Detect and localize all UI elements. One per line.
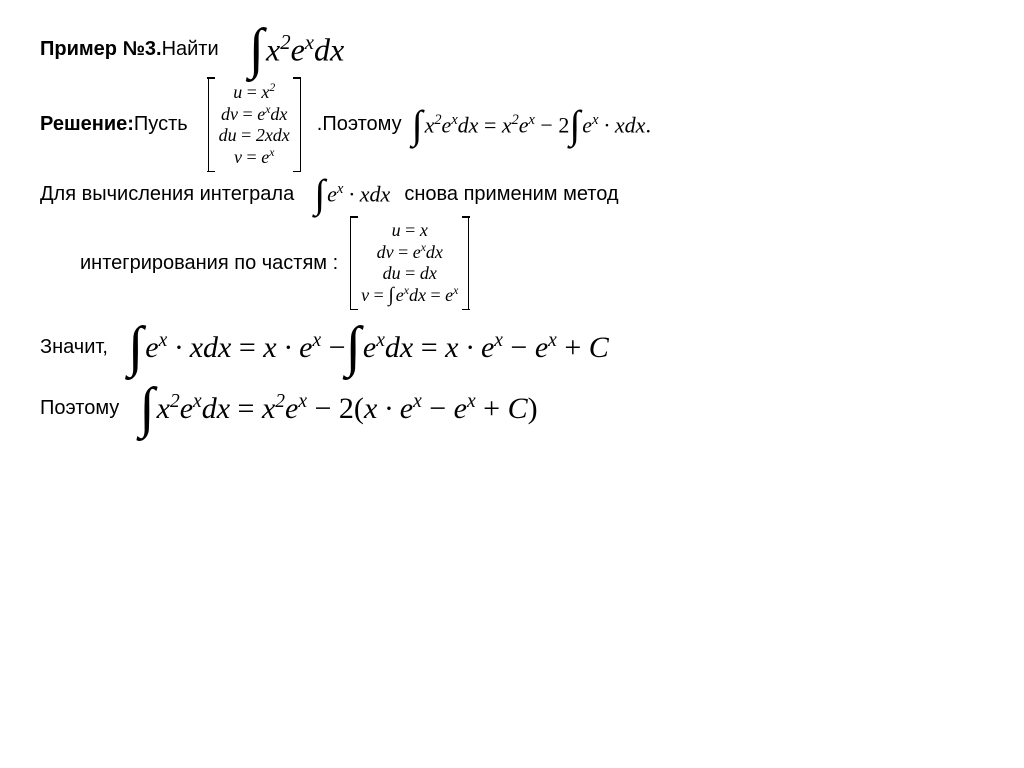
- solution-row: Решение: Пусть u = x2 dv = exdx du = 2xd…: [40, 77, 984, 172]
- example-title-row: Пример №3. Найти ∫ x2exdx: [40, 30, 984, 69]
- let-word: Пусть: [134, 113, 188, 136]
- poetomu-label: Поэтому: [40, 397, 119, 420]
- formula-1: ∫ x2exdx: [249, 30, 345, 69]
- find-word: Найти: [162, 38, 219, 61]
- solution-label: Решение:: [40, 113, 134, 136]
- substitution-bracket-2: u = x dv = exdx du = dx v = ∫exdx = ex: [350, 216, 469, 310]
- znachit-label: Значит,: [40, 336, 108, 359]
- parts-row: интегрирования по частям : u = x dv = ex…: [40, 216, 984, 310]
- integration-by-parts-text: интегрирования по частям :: [80, 252, 338, 275]
- formula-2: ∫ x2exdx = x2ex − 2 ∫ ex · xdx.: [412, 111, 651, 139]
- therefore-row-1: Значит, ∫ ex · xdx = x · ex − ∫ exdx = x…: [40, 328, 984, 367]
- therefore-word-1: .Поэтому: [317, 113, 402, 136]
- formula-4: ∫ ex · xdx = x · ex − ∫ exdx = x · ex − …: [128, 328, 609, 367]
- again-apply-text: снова применим метод: [404, 183, 618, 206]
- reapply-row: Для вычисления интеграла ∫ ex · xdx снов…: [40, 180, 984, 208]
- formula-5: ∫ x2exdx = x2ex − 2(x · ex − ex + C): [139, 389, 537, 428]
- formula-3: ∫ ex · xdx: [314, 180, 390, 208]
- for-computation-text: Для вычисления интеграла: [40, 183, 294, 206]
- therefore-row-2: Поэтому ∫ x2exdx = x2ex − 2(x · ex − ex …: [40, 389, 984, 428]
- example-label: Пример №3.: [40, 38, 162, 61]
- substitution-bracket-1: u = x2 dv = exdx du = 2xdx v = ex: [208, 77, 301, 172]
